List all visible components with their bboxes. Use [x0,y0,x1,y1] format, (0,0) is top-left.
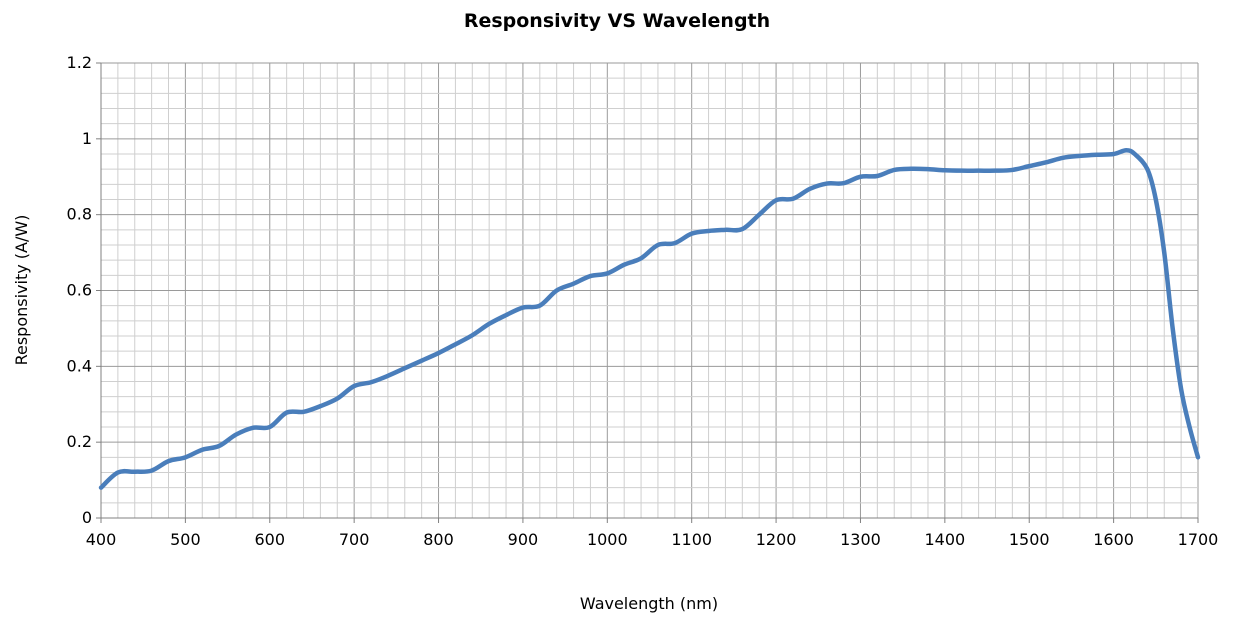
y-axis-label: Responsivity (A/W) [12,215,31,366]
series-layer [98,147,1201,490]
x-tick-label: 500 [170,530,201,549]
y-tick-label: 0.8 [67,205,92,224]
y-tick-label: 0.2 [67,432,92,451]
x-tick-label: 1500 [1009,530,1050,549]
x-tick-label: 1600 [1093,530,1134,549]
x-tick-label: 800 [423,530,454,549]
y-tick-labels: 0 0.2 0.4 0.6 0.8 1 1.2 [67,53,92,527]
y-tick-label: 1 [82,129,92,148]
x-tick-label: 400 [86,530,117,549]
y-tick-label: 0 [82,508,92,527]
x-tick-label: 900 [508,530,539,549]
x-tick-label: 1300 [840,530,881,549]
y-tick-label: 0.6 [67,281,92,300]
x-axis-label: Wavelength (nm) [580,594,718,613]
y-tick-label: 1.2 [67,53,92,72]
axes [96,62,1199,523]
x-tick-label: 600 [254,530,285,549]
y-tick-label: 0.4 [67,356,92,375]
plot-area [96,62,1201,523]
x-tick-label: 1000 [587,530,628,549]
x-tick-label: 1400 [924,530,965,549]
x-tick-label: 700 [339,530,370,549]
series-line-responsivity [98,147,1201,490]
x-tick-label: 1100 [671,530,712,549]
chart-title: Responsivity VS Wavelength [464,10,770,32]
x-tick-labels: 400 500 600 700 800 900 1000 1100 1200 1300 1400 15… [86,530,1219,549]
grid [100,62,1199,519]
x-tick-label: 1700 [1178,530,1219,549]
x-tick-label: 1200 [756,530,797,549]
